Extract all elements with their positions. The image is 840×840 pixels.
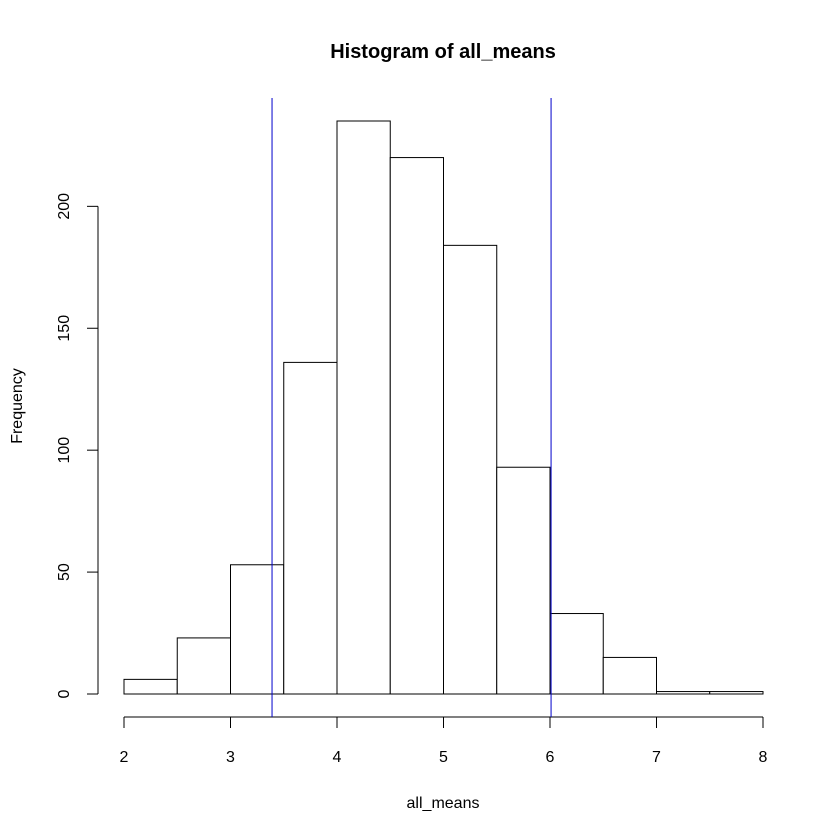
histogram-bar <box>709 691 764 695</box>
reference-lines <box>271 98 552 717</box>
x-axis: 2 3 4 5 6 7 8 <box>120 716 768 766</box>
chart-title: Histogram of all_means <box>330 41 556 63</box>
bars-group <box>123 120 764 695</box>
y-tick-label: 200 <box>56 193 73 220</box>
x-tick-label: 7 <box>652 749 661 766</box>
histogram-bar <box>496 466 551 695</box>
y-axis-title: Frequency <box>9 368 26 444</box>
x-tick-label: 6 <box>546 749 555 766</box>
histogram-bar <box>230 564 285 695</box>
histogram-bar <box>336 120 391 695</box>
x-tick-label: 3 <box>226 749 235 766</box>
y-axis: 0 50 100 150 200 <box>56 193 99 698</box>
y-tick-label: 100 <box>56 437 73 464</box>
histogram-bar <box>123 678 178 695</box>
x-tick-label: 5 <box>439 749 448 766</box>
histogram-bar <box>389 157 444 695</box>
y-tick-label: 50 <box>56 563 73 581</box>
y-tick-label: 150 <box>56 315 73 342</box>
histogram-bar <box>283 361 338 695</box>
histogram-bar <box>602 656 657 695</box>
histogram-bar <box>656 691 711 695</box>
x-tick-label: 8 <box>759 749 768 766</box>
histogram-bar <box>176 637 231 695</box>
x-axis-title: all_means <box>407 795 480 812</box>
histogram-bar <box>443 244 498 695</box>
x-tick-label: 2 <box>120 749 129 766</box>
x-tick-label: 4 <box>333 749 342 766</box>
histogram-bar <box>549 613 604 695</box>
y-tick-label: 0 <box>56 689 73 698</box>
